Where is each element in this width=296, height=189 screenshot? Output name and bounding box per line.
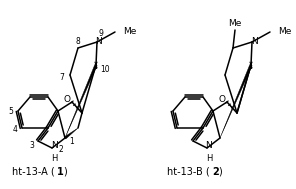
- Text: O: O: [64, 95, 70, 105]
- Text: ht-13-B (: ht-13-B (: [167, 167, 210, 177]
- Text: 8: 8: [75, 36, 81, 46]
- Text: 3: 3: [30, 142, 34, 150]
- Text: 7: 7: [59, 73, 65, 81]
- Text: ): ): [63, 167, 67, 177]
- Polygon shape: [220, 64, 252, 138]
- Polygon shape: [64, 128, 78, 139]
- Text: 5: 5: [9, 106, 13, 115]
- Text: H: H: [51, 154, 57, 163]
- Text: 4: 4: [12, 125, 17, 135]
- Polygon shape: [65, 64, 97, 138]
- Text: O: O: [218, 95, 226, 105]
- Text: 2: 2: [212, 167, 219, 177]
- Text: N: N: [51, 142, 57, 150]
- Text: Me: Me: [123, 28, 136, 36]
- Text: 9: 9: [99, 29, 103, 39]
- Text: H: H: [206, 154, 212, 163]
- Text: ): ): [218, 167, 222, 177]
- Text: 10: 10: [100, 64, 110, 74]
- Text: Me: Me: [228, 19, 242, 28]
- Text: N: N: [96, 36, 102, 46]
- Text: 1: 1: [57, 167, 64, 177]
- Text: Me: Me: [278, 28, 291, 36]
- Text: N: N: [251, 36, 258, 46]
- Text: 1: 1: [70, 136, 74, 146]
- Text: N: N: [206, 142, 212, 150]
- Text: 2: 2: [59, 146, 63, 154]
- Text: ht-13-A (: ht-13-A (: [12, 167, 55, 177]
